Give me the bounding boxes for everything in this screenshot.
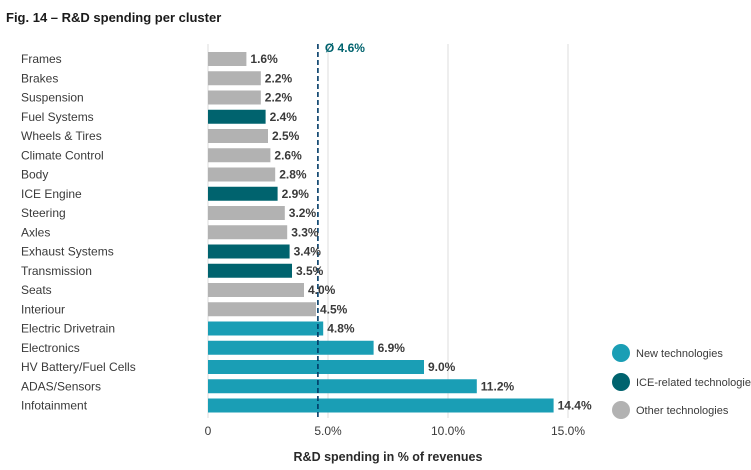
category-label: Frames	[21, 52, 62, 66]
value-label: 2.5%	[272, 129, 300, 143]
category-label: Interiour	[21, 302, 65, 316]
bar-other	[208, 148, 271, 163]
value-label: 3.3%	[291, 225, 319, 239]
category-label: Body	[21, 168, 48, 182]
category-label: ADAS/Sensors	[21, 379, 101, 393]
value-label: 3.2%	[289, 206, 317, 220]
bar-new	[208, 321, 324, 336]
category-label: Electronics	[21, 341, 80, 355]
x-axis-title: R&D spending in % of revenues	[294, 450, 483, 464]
legend-swatch-other	[612, 401, 630, 419]
x-axis: 0 5.0% 10.0% 15.0% R&D spending in % of reve…	[205, 424, 586, 464]
bar-other	[208, 90, 261, 105]
category-label: Suspension	[21, 91, 84, 105]
legend-swatch-new	[612, 344, 630, 362]
value-label: 2.8%	[279, 168, 307, 182]
category-label: Axles	[21, 225, 50, 239]
bar-ice	[208, 263, 292, 278]
category-label: Exhaust Systems	[21, 245, 114, 259]
value-label: 6.9%	[378, 341, 406, 355]
value-label: 3.5%	[296, 264, 324, 278]
bar-other	[208, 52, 247, 66]
category-label: Transmission	[21, 264, 92, 278]
bar-other	[208, 167, 276, 182]
bar-ice	[208, 244, 290, 259]
average-marker: Ø 4.6%	[317, 41, 365, 418]
value-label: 11.2%	[481, 379, 515, 393]
bar-other	[208, 129, 268, 143]
legend: New technologies ICE-related technologies…	[612, 344, 751, 419]
category-label: Brakes	[21, 71, 58, 85]
value-label: 1.6%	[250, 52, 278, 66]
x-tick-label: 0	[205, 424, 212, 438]
category-label: Infotainment	[21, 399, 88, 413]
bar-ice	[208, 109, 266, 124]
category-label: Wheels & Tires	[21, 129, 102, 143]
bar-new	[208, 398, 554, 413]
labels: Frames 1.6% Brakes 2.2% Suspension 2.2% Fuel S…	[21, 52, 592, 413]
average-label: Ø 4.6%	[325, 41, 365, 55]
value-label: 3.4%	[294, 245, 322, 259]
bars	[208, 52, 554, 413]
value-label: 2.2%	[265, 91, 293, 105]
value-label: 2.9%	[282, 187, 310, 201]
bar-other	[208, 283, 304, 297]
bar-new	[208, 340, 374, 355]
legend-label: Other technologies	[636, 405, 729, 417]
category-label: Climate Control	[21, 148, 104, 162]
bar-new	[208, 379, 477, 394]
legend-swatch-ice	[612, 373, 630, 391]
legend-label: New technologies	[636, 348, 723, 360]
figure-title: Fig. 14 – R&D spending per cluster	[6, 10, 222, 25]
value-label: 2.2%	[265, 71, 293, 85]
category-label: Seats	[21, 283, 52, 297]
bar-ice	[208, 186, 278, 201]
bar-new	[208, 360, 424, 374]
category-label: Steering	[21, 206, 66, 220]
bar-other	[208, 206, 285, 220]
value-label: 4.8%	[327, 322, 355, 336]
value-label: 9.0%	[428, 360, 456, 374]
x-tick-label: 15.0%	[551, 424, 585, 438]
value-label: 2.4%	[270, 110, 298, 124]
category-label: HV Battery/Fuel Cells	[21, 360, 136, 374]
category-label: ICE Engine	[21, 187, 82, 201]
value-label: 14.4%	[558, 399, 592, 413]
bar-other	[208, 225, 288, 240]
bar-other	[208, 71, 261, 86]
legend-label: ICE-related technologies	[636, 377, 751, 389]
x-tick-label: 5.0%	[314, 424, 342, 438]
category-label: Fuel Systems	[21, 110, 94, 124]
value-label: 4.5%	[320, 302, 348, 316]
value-label: 2.6%	[274, 148, 302, 162]
category-label: Electric Drivetrain	[21, 322, 115, 336]
value-label: 4.0%	[308, 283, 336, 297]
x-tick-label: 10.0%	[431, 424, 465, 438]
bar-other	[208, 302, 316, 317]
